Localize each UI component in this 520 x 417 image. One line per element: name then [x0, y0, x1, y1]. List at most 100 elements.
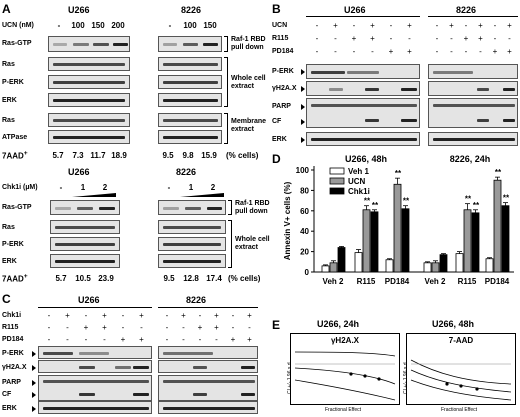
blot-sub-p-erk-u266 [50, 237, 120, 251]
blot-b-parp-cf-u266 [306, 98, 420, 128]
blot-sub-p-erk-8226 [158, 237, 226, 251]
treatment-mark: - [464, 47, 468, 56]
y-tick-label: 60 [300, 207, 309, 216]
blot-atpase-u266 [48, 130, 130, 144]
panel-c-u266-title: U266 [78, 295, 100, 305]
treatment-mark: - [84, 335, 88, 344]
bracket-sub-pulldown [228, 200, 232, 215]
treatment-mark: - [334, 34, 337, 43]
chart-subtitle: 8226, 24h [450, 154, 491, 164]
aad-label: 7AAD+ [2, 150, 28, 161]
row-label-ras-membrane: Ras [2, 117, 15, 124]
arrow-icon [32, 365, 36, 371]
bar [354, 252, 363, 273]
pct-label: (% cells) [226, 151, 259, 160]
panel-c-8226-title: 8226 [186, 295, 207, 305]
panel-b-8226-title: 8226 [456, 5, 477, 15]
treatment-mark: - [121, 323, 125, 332]
bar [423, 262, 432, 273]
blot-c-gh2ax-u266 [38, 360, 152, 373]
treatment-mark: - [182, 335, 185, 344]
treatment-mark: + [83, 323, 89, 332]
treatment-mark: - [352, 47, 356, 56]
treat-label-chk1i: Chk1i [2, 312, 22, 319]
panel-e-plot1-title: U266, 24h [317, 319, 360, 329]
y-tick-label: 40 [300, 227, 309, 236]
panel-a-8226-title: 8226 [181, 5, 202, 15]
dose-wedge [72, 193, 116, 197]
panel-b-8226-underline [428, 16, 518, 17]
treat-label-r115: R115 [272, 35, 289, 42]
treatment-mark: - [493, 21, 497, 30]
bar [337, 247, 346, 273]
ucn-dose: - [168, 21, 172, 30]
aad-label-sub: 7AAD+ [2, 273, 28, 284]
arrow-icon [301, 104, 305, 110]
panel-c-8226-underline [158, 307, 258, 308]
blot-c-erk-u266 [38, 401, 152, 414]
treatment-mark: - [450, 47, 453, 56]
blot-sub-ras-gtp-8226 [158, 200, 226, 215]
ucn-dose: 150 [91, 21, 105, 30]
treatment-mark: + [351, 34, 357, 43]
bar [431, 262, 440, 273]
treatment-mark: + [181, 311, 186, 320]
treatment-mark: - [315, 34, 319, 43]
treatment-mark: - [198, 311, 202, 320]
panel-a-ucn-label: UCN (nM) [2, 22, 34, 29]
row-label-p-erk: P-ERK [2, 79, 24, 86]
treatment-mark: - [371, 47, 374, 56]
bar [393, 183, 402, 273]
aad-value: 5.7 [52, 151, 64, 160]
panel-b-u266-underline [306, 16, 420, 17]
treatment-mark: - [47, 335, 51, 344]
panel-d-label: D [272, 152, 281, 166]
blot-ras-gtp-u266 [48, 36, 130, 52]
blot-b-gh2ax-8226 [428, 81, 518, 96]
treatment-mark: - [215, 335, 218, 344]
bracket-membrane [224, 113, 228, 144]
treatment-mark: + [370, 34, 375, 43]
significance-mark: ** [465, 195, 472, 204]
treatment-mark: + [139, 335, 144, 344]
treatment-mark: - [165, 335, 169, 344]
treatment-mark: + [247, 311, 252, 320]
x-tick-label: R115 [458, 277, 477, 286]
chk1i-dose: 2 [210, 183, 216, 192]
treatment-mark: + [507, 21, 512, 30]
treatment-mark: + [370, 21, 375, 30]
aad-value: 5.7 [55, 274, 67, 283]
blot-p-erk-u266 [48, 75, 130, 89]
row-label-parp: PARP [2, 379, 21, 386]
blot-sub-ras-gtp-u266 [50, 200, 120, 215]
legend-label: Veh 1 [348, 167, 369, 176]
aad-value: 9.8 [182, 151, 194, 160]
bar [321, 265, 330, 273]
blot-atpase-8226 [158, 130, 222, 144]
blot-c-parp-cf-8226 [158, 375, 258, 401]
group-label-pulldown: Raf-1 RBD pull down [231, 36, 266, 52]
treatment-mark: - [231, 323, 235, 332]
ucn-dose: - [57, 21, 61, 30]
treatment-mark: - [248, 323, 251, 332]
bar [439, 254, 448, 273]
treatment-mark: - [231, 311, 235, 320]
group-label-sub-pulldown: Raf-1 RBD pull down [235, 200, 270, 216]
x-tick-label: PD184 [385, 277, 410, 286]
panel-b-u266-title: U266 [344, 5, 366, 15]
legend-swatch [329, 167, 345, 175]
ucn-dose: 150 [203, 21, 217, 30]
panel-a-sub-u266-title: U266 [68, 167, 90, 177]
chk1i-dose: - [167, 183, 171, 192]
row-label-parp: PARP [272, 103, 291, 110]
treat-label-pd184: PD184 [2, 336, 24, 343]
treatment-mark: - [47, 323, 51, 332]
treat-label-pd184: PD184 [272, 48, 294, 55]
bar [463, 209, 472, 273]
treatment-mark: - [493, 34, 497, 43]
chk1i-dose: 1 [188, 183, 194, 192]
ci-plot-subtitle: 7-AAD [448, 336, 474, 345]
treatment-mark: - [182, 323, 185, 332]
treatment-mark: - [140, 323, 143, 332]
ucn-dose: 200 [111, 21, 125, 30]
